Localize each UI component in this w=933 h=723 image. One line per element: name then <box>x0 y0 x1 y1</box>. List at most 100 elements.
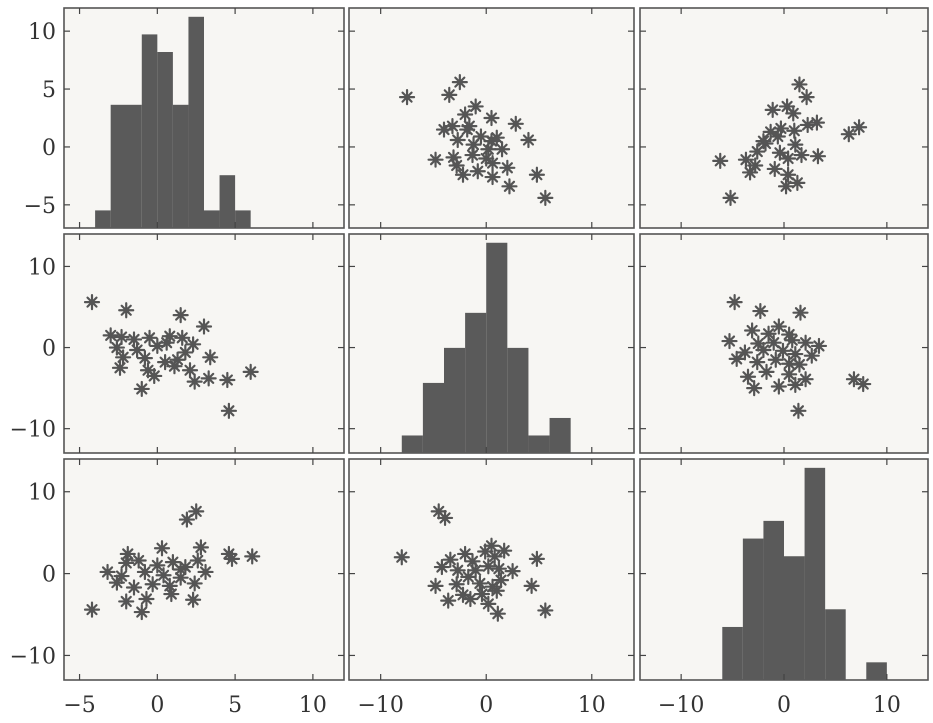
histogram-bar <box>95 210 111 228</box>
scatter-point <box>712 152 729 169</box>
scatter-point <box>133 603 150 621</box>
scatter-point <box>523 577 540 594</box>
histogram-bar <box>172 104 189 228</box>
histogram-bar <box>722 626 743 680</box>
scatter-point <box>144 576 161 593</box>
scatter-point <box>797 334 814 351</box>
scatter-point <box>781 366 798 383</box>
histogram-bar <box>763 520 784 680</box>
scatter-point <box>803 347 820 364</box>
scatter-point <box>445 149 462 166</box>
scatter-point <box>467 562 484 579</box>
scatter-point <box>787 345 804 363</box>
scatter-point <box>174 329 191 346</box>
scatter-point <box>493 141 511 158</box>
scatter-point <box>726 294 743 311</box>
scatter-point <box>483 109 500 127</box>
scatter-point <box>462 590 479 608</box>
histogram-bar <box>804 467 826 680</box>
scatter-point <box>102 327 119 344</box>
scatter-point <box>755 133 772 150</box>
scatter-point <box>202 349 219 366</box>
scatter-point <box>219 371 236 389</box>
scatter-point <box>471 575 488 592</box>
scatter-point <box>478 150 495 167</box>
x-tick-label: −10 <box>357 693 403 718</box>
scatter-point <box>785 105 802 122</box>
scatter-point <box>728 350 745 368</box>
scatter-point <box>442 551 459 568</box>
scatter-point <box>440 592 457 609</box>
scatter-point <box>810 337 828 355</box>
scatter-point <box>793 146 810 164</box>
scatter-point <box>736 344 754 361</box>
scatter-point <box>501 178 518 195</box>
scatter-point <box>721 332 738 350</box>
scatter-point <box>186 373 203 390</box>
scatter-point <box>393 549 410 566</box>
scatter-point <box>139 362 157 379</box>
scatter-point <box>461 118 478 135</box>
scatter-point <box>99 563 116 581</box>
scatter-point <box>130 552 147 569</box>
scatter-point <box>172 569 189 586</box>
histogram-bar <box>219 175 236 228</box>
scatter-point <box>484 155 501 172</box>
scatter-point <box>484 168 501 186</box>
scatter-point <box>427 577 444 594</box>
x-tick-label: 5 <box>228 693 242 718</box>
y-tick-label: 0 <box>42 337 56 362</box>
scatter-point <box>244 548 261 565</box>
scatter-point <box>158 334 175 351</box>
histogram-bar <box>784 556 805 680</box>
scatter-point <box>129 341 146 359</box>
scatter-point <box>449 131 466 149</box>
scatter-point <box>457 545 474 563</box>
scatter-point <box>197 563 214 581</box>
panel-frame-r1-c0 <box>63 233 345 454</box>
scatter-point <box>172 307 189 324</box>
x-tick-label: 0 <box>479 693 493 718</box>
scatter-point <box>186 575 203 592</box>
x-tick-label: 0 <box>150 693 164 718</box>
scatter-point <box>770 318 787 335</box>
scatter-point <box>166 358 183 375</box>
y-tick-label: −10 <box>10 644 56 669</box>
scatter-point <box>155 567 172 584</box>
scatter-point <box>809 148 827 165</box>
scatter-point <box>770 378 787 395</box>
scatter-point <box>741 164 759 181</box>
scatter-point <box>118 593 135 610</box>
scatter-point <box>850 119 868 136</box>
scatter-point <box>469 163 486 180</box>
scatter-point <box>181 362 199 379</box>
scatter-point <box>454 166 472 183</box>
histogram-bar <box>110 104 142 228</box>
histogram-bar <box>444 347 466 453</box>
scatter-point <box>789 174 806 191</box>
scatter-point <box>444 118 461 135</box>
scatter-point <box>220 402 237 419</box>
scatter-point <box>767 351 784 368</box>
scatter-point <box>492 572 510 589</box>
scatter-point <box>454 586 472 603</box>
scatter-point <box>185 591 202 608</box>
scatter-point <box>149 337 166 355</box>
scatter-point <box>483 537 500 554</box>
scatter-point <box>83 601 101 618</box>
y-tick-label: 0 <box>42 136 56 161</box>
x-tick-label: −10 <box>658 693 704 718</box>
y-tick-label: 5 <box>42 78 56 103</box>
scatter-point <box>153 540 171 557</box>
histogram-bar <box>866 662 887 680</box>
scatter-point <box>496 542 513 559</box>
scatter-point <box>845 371 863 388</box>
scatter-point <box>457 106 474 123</box>
histogram-bar <box>486 242 508 453</box>
histogram-bar <box>422 382 444 453</box>
scatter-point <box>433 558 450 576</box>
scatter-point <box>163 585 180 603</box>
scatter-point <box>747 157 764 174</box>
scatter-point <box>172 561 189 578</box>
y-tick-label: −5 <box>24 194 56 219</box>
